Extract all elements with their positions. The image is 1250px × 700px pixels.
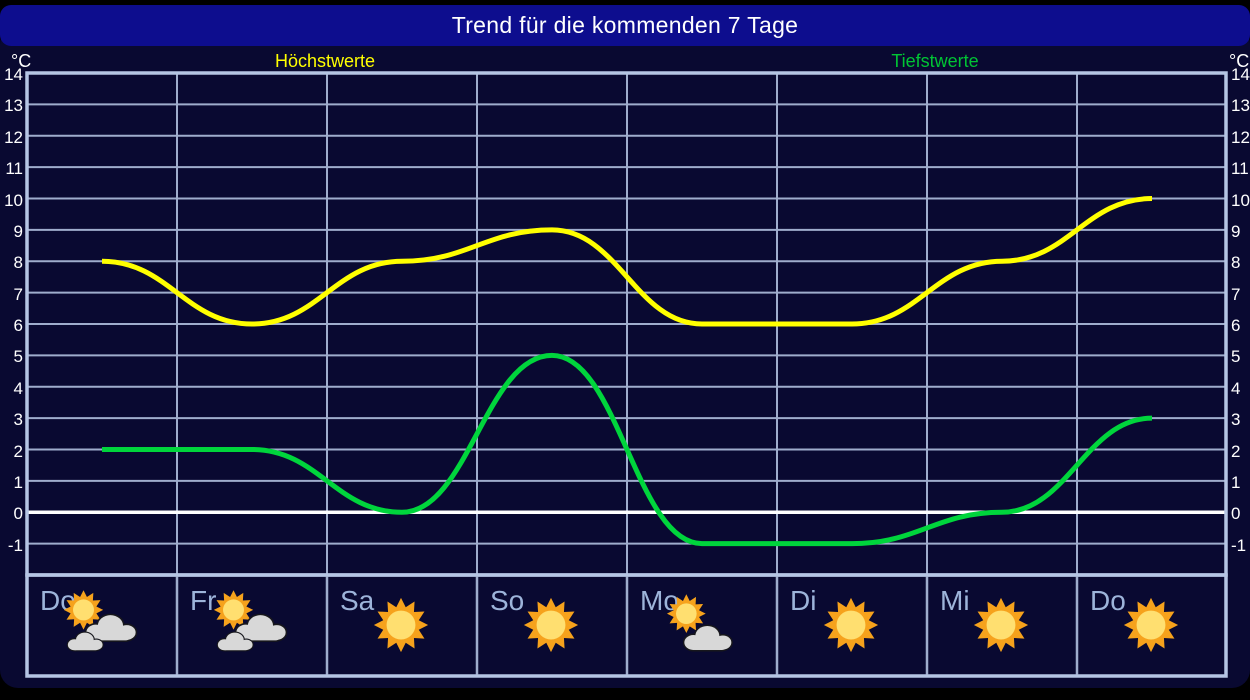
- day-cell: Do: [1077, 575, 1227, 676]
- sun-cloud-icon: [661, 592, 741, 662]
- y-tick-right: 2: [1231, 441, 1241, 461]
- y-tick-right: 9: [1231, 221, 1241, 241]
- day-label: So: [490, 585, 525, 616]
- day-cell: Fr: [177, 575, 327, 676]
- y-tick-right: 10: [1231, 190, 1250, 210]
- sun-clouds-icon: [59, 589, 143, 663]
- y-tick-right: 8: [1231, 253, 1241, 273]
- y-tick-left: 8: [13, 253, 23, 273]
- high-series-label: Höchstwerte: [274, 51, 376, 71]
- day-separators: [175, 576, 1079, 675]
- y-tick-left: 6: [13, 316, 23, 335]
- day-row-border: [25, 573, 1228, 678]
- y-tick-left: 12: [4, 127, 23, 147]
- y-tick-left: 4: [13, 378, 23, 398]
- sun-icon: [373, 597, 429, 653]
- low-series-label: Tiefstwerte: [891, 51, 979, 71]
- y-tick-left: 9: [13, 221, 23, 241]
- y-tick-left: 7: [13, 284, 23, 304]
- y-tick-left: -1: [7, 535, 23, 555]
- sun-icon: [1123, 597, 1179, 653]
- day-cell: Mo: [627, 575, 777, 676]
- day-cell: So: [477, 575, 627, 676]
- y-tick-left: 0: [13, 504, 23, 524]
- day-cell: Mi: [927, 575, 1077, 676]
- y-tick-right: 12: [1231, 127, 1250, 147]
- sun-icon: [523, 597, 579, 653]
- y-tick-left: 3: [13, 410, 23, 430]
- y-tick-right: 6: [1231, 316, 1241, 335]
- page-title: Trend für die kommenden 7 Tage: [451, 12, 799, 38]
- y-tick-right: 13: [1231, 96, 1250, 116]
- y-tick-right: 4: [1231, 378, 1241, 398]
- sun-clouds-icon: [209, 589, 293, 663]
- day-label: Fr: [190, 585, 217, 616]
- y-tick-left: 1: [13, 472, 23, 492]
- y-tick-right: 1: [1231, 472, 1241, 492]
- trend-curves: [101, 196, 1153, 547]
- unit-label-right: °C: [1229, 51, 1250, 71]
- low-curve: [102, 352, 1153, 547]
- y-tick-left: 10: [4, 190, 23, 210]
- day-cell: Do: [27, 575, 177, 676]
- day-label: Di: [790, 585, 817, 616]
- y-tick-right: 14: [1231, 65, 1250, 84]
- day-label: Mi: [940, 585, 970, 616]
- sun-icon: [973, 597, 1029, 653]
- y-tick-left: 13: [4, 96, 23, 116]
- unit-label-left: °C: [11, 51, 32, 71]
- y-tick-right: 11: [1231, 159, 1249, 179]
- sun-icon: [823, 597, 879, 653]
- y-tick-left: 11: [5, 159, 23, 179]
- y-tick-right: 3: [1231, 410, 1241, 430]
- y-tick-left: 5: [13, 347, 23, 367]
- day-cell: Sa: [327, 575, 477, 676]
- y-tick-right: 0: [1231, 504, 1241, 524]
- day-cell: Di: [777, 575, 927, 676]
- day-label: Do: [1090, 585, 1126, 616]
- title-bar: Trend für die kommenden 7 Tage: [0, 5, 1250, 46]
- y-tick-left: 14: [4, 65, 23, 84]
- high-curve: [101, 196, 1153, 327]
- y-tick-right: 5: [1231, 347, 1241, 367]
- day-label: Mo: [640, 585, 679, 616]
- y-tick-right: -1: [1231, 535, 1247, 555]
- y-tick-left: 2: [13, 441, 23, 461]
- day-label: Sa: [340, 585, 375, 616]
- y-tick-right: 7: [1231, 284, 1241, 304]
